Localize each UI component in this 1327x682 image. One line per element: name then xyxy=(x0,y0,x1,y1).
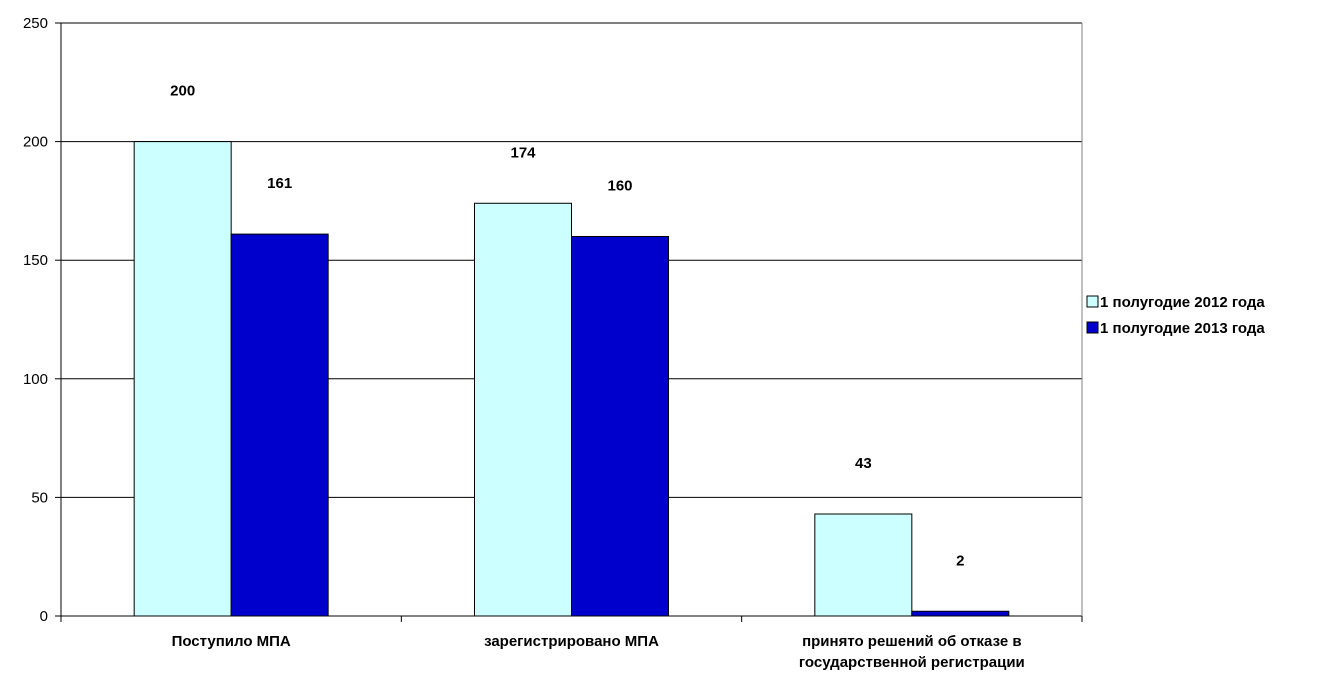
legend-swatch-1 xyxy=(1086,295,1099,308)
bar-series2-cat3 xyxy=(911,610,1010,617)
data-label-series2-cat2: 160 xyxy=(607,177,632,194)
x-axis-ticks: Поступило МПА зарегистрировано МПА принято… xyxy=(60,616,1083,671)
y-tick-label-150: 150 xyxy=(23,252,48,269)
bar-series1-cat3 xyxy=(814,513,913,617)
legend: 1 полугодие 2012 года 1 полугодие 2013 го… xyxy=(1086,294,1265,337)
bar-series2-cat2 xyxy=(571,235,669,617)
bar-series1-cat1 xyxy=(133,141,232,617)
legend-swatch-2 xyxy=(1086,321,1099,334)
legend-label-2: 1 полугодие 2013 года xyxy=(1100,320,1265,337)
data-label-series1-cat1: 200 xyxy=(170,83,195,100)
bars xyxy=(133,141,1010,617)
y-tick-label-0: 0 xyxy=(40,608,48,625)
data-label-series1-cat2: 174 xyxy=(510,144,536,161)
data-labels: 200 161 174 160 43 2 xyxy=(170,83,964,570)
data-label-series2-cat1: 161 xyxy=(267,175,292,192)
data-label-series2-cat3: 2 xyxy=(956,552,964,569)
x-category-label-2: зарегистрировано МПА xyxy=(484,633,659,650)
data-label-series1-cat3: 43 xyxy=(855,455,872,472)
axes xyxy=(60,23,1083,617)
bar-series1-cat2 xyxy=(474,202,572,617)
y-tick-label-100: 100 xyxy=(23,371,48,388)
y-tick-label-200: 200 xyxy=(23,134,48,151)
bar-series2-cat1 xyxy=(230,233,329,617)
x-category-label-3: принято решений об отказе в государственн… xyxy=(799,633,1025,671)
y-tick-label-250: 250 xyxy=(23,15,48,32)
legend-label-1: 1 полугодие 2012 года xyxy=(1100,294,1265,311)
y-tick-label-50: 50 xyxy=(31,489,48,506)
x-category-label-1: Поступило МПА xyxy=(172,633,291,650)
y-axis-ticks: 0 50 100 150 200 250 xyxy=(23,15,61,625)
